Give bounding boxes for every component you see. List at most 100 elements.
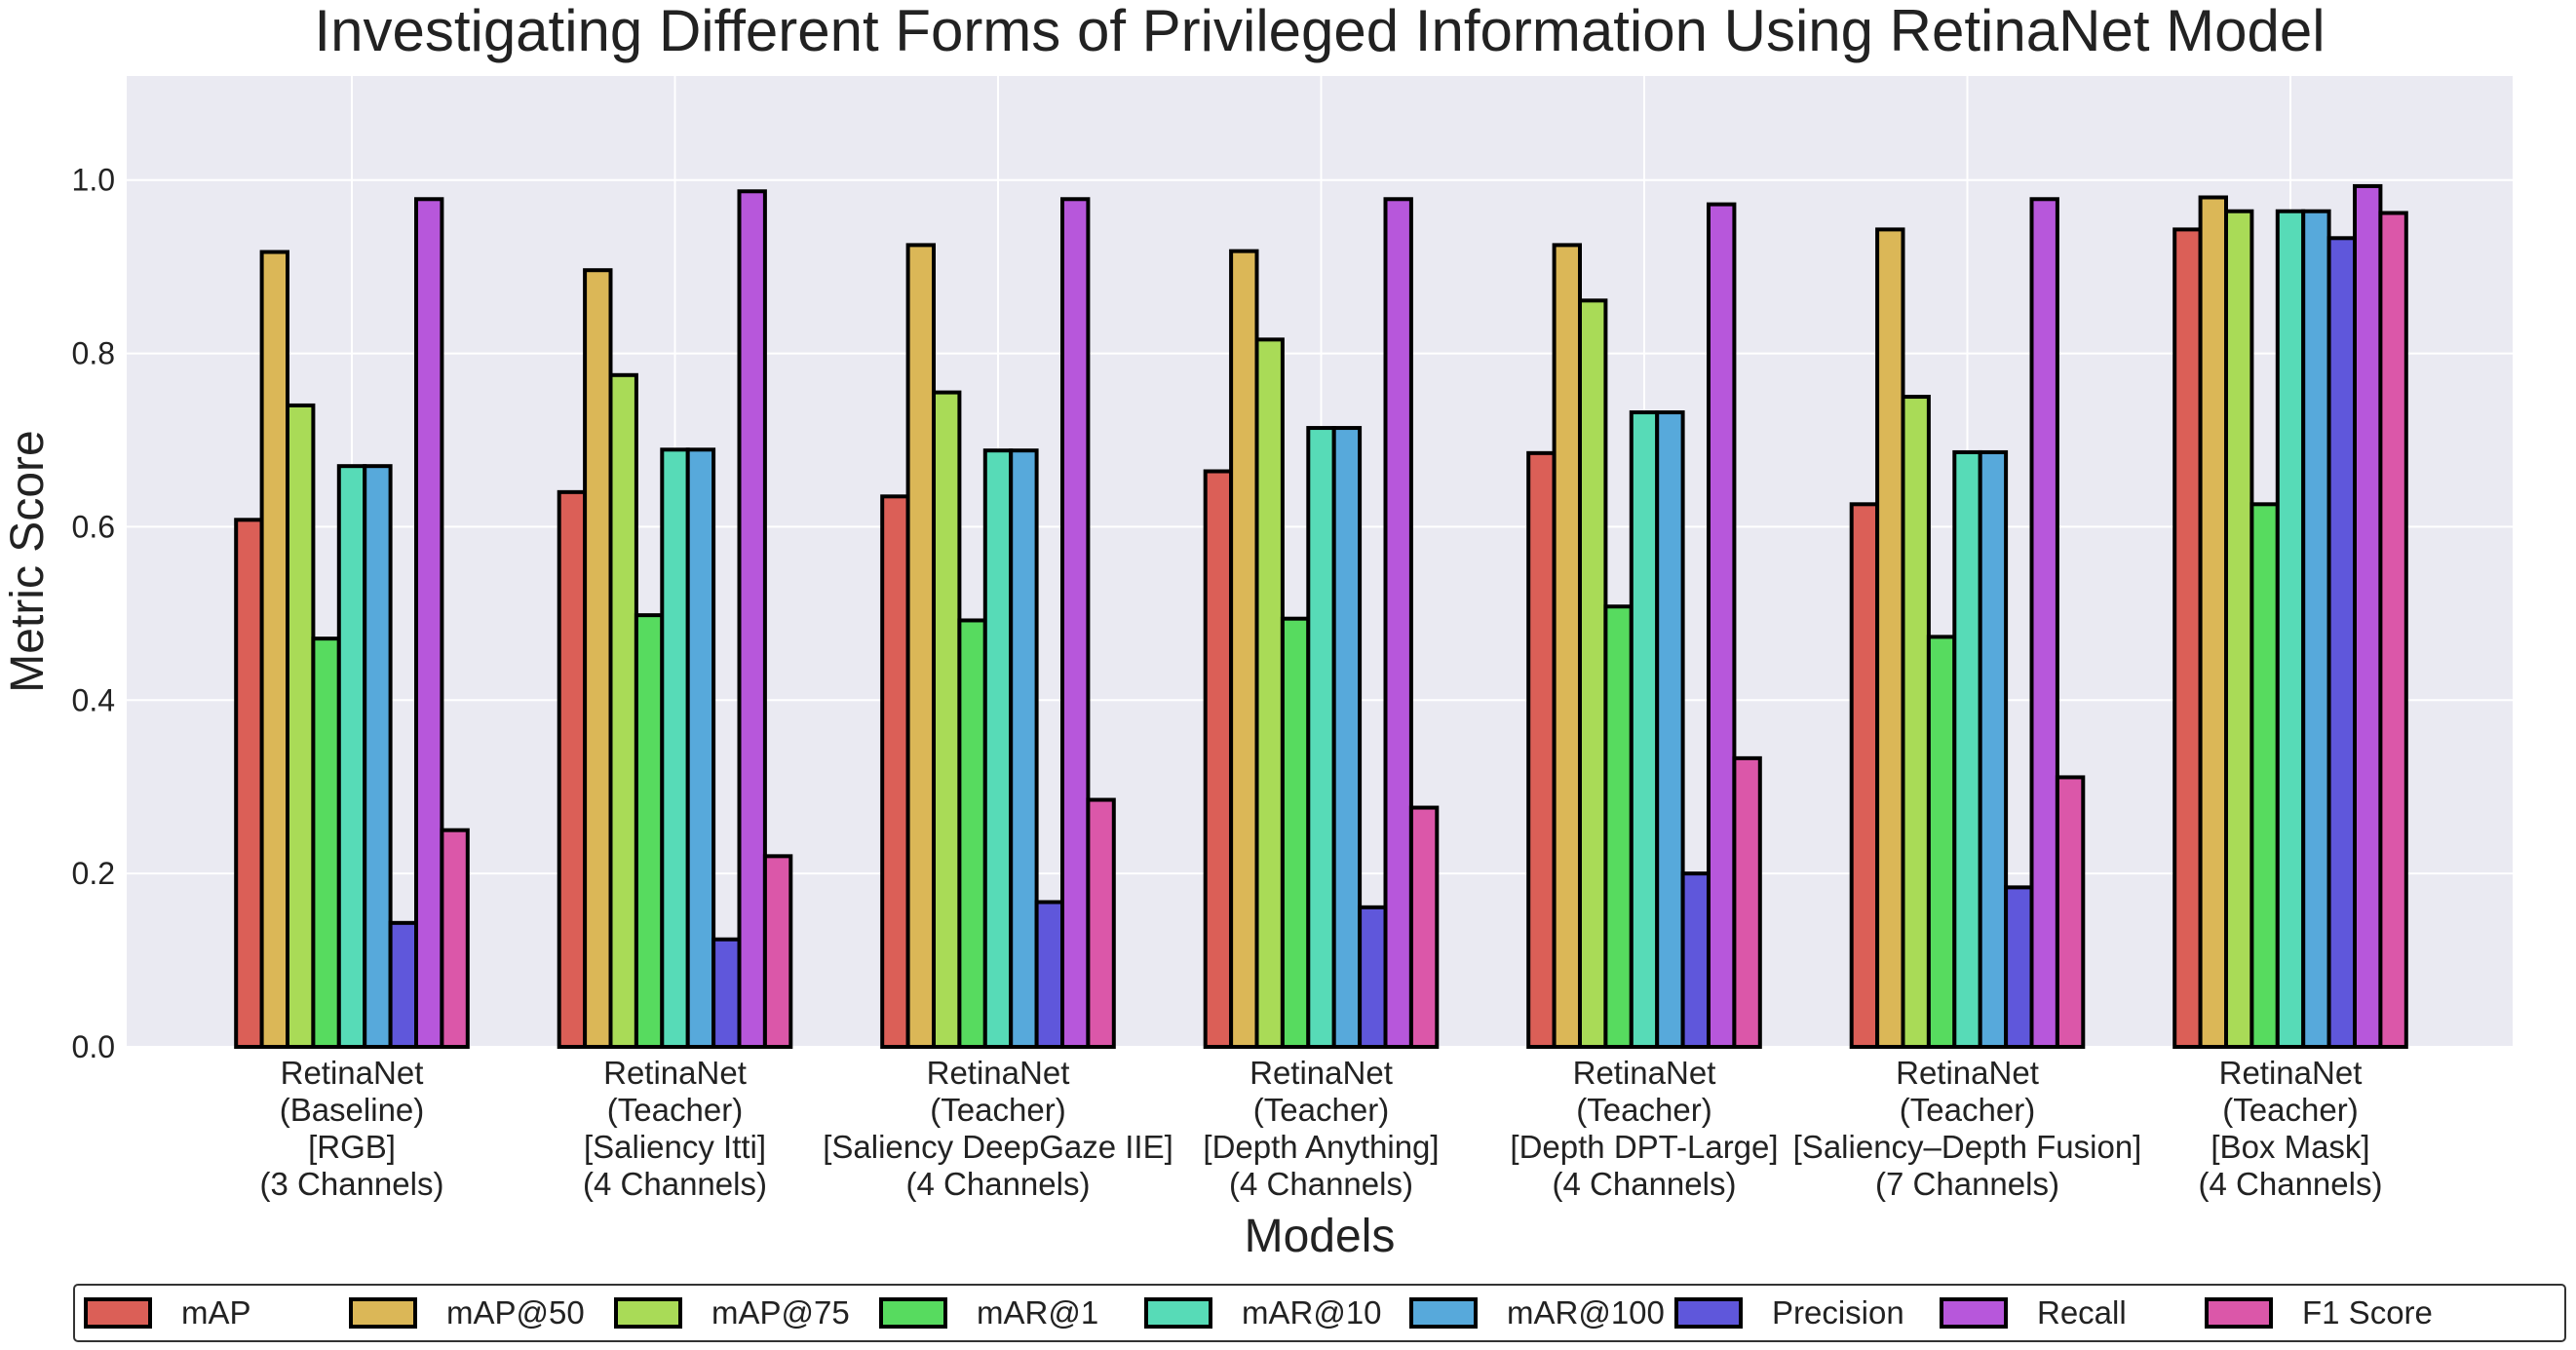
x-tick-label: RetinaNet	[1896, 1055, 2039, 1091]
x-axis-label: Models	[1245, 1211, 1396, 1262]
x-tick-label: (Teacher)	[1253, 1092, 1389, 1128]
y-tick-label: 0.4	[72, 682, 115, 717]
bar-mar-1	[1926, 635, 1957, 1049]
x-tick-label: (Teacher)	[930, 1092, 1065, 1128]
legend-swatch	[614, 1297, 682, 1329]
bar-precision	[1034, 900, 1064, 1049]
bar-map-75	[608, 372, 638, 1049]
x-tick-label: [Depth Anything]	[1203, 1129, 1439, 1165]
bar-recall	[414, 197, 444, 1049]
bar-mar-100	[685, 447, 716, 1049]
bar-map-50	[583, 268, 613, 1049]
bar-precision	[388, 920, 419, 1050]
bar-mar-1	[2249, 502, 2280, 1049]
bar-mar-10	[1306, 426, 1336, 1049]
x-tick-label: (4 Channels)	[1229, 1166, 1413, 1202]
bar-mar-100	[1978, 449, 2009, 1049]
bar-f1-score	[440, 828, 470, 1050]
legend-swatch	[2205, 1297, 2273, 1329]
bar-mar-1	[957, 618, 987, 1049]
x-tick-label: (Teacher)	[1576, 1092, 1711, 1128]
bar-mar-100	[2301, 209, 2331, 1049]
x-tick-label: RetinaNet	[2219, 1055, 2363, 1091]
y-axis-ticks: 0.0 0.2 0.4 0.6 0.8 1.0	[72, 163, 115, 1064]
bar-mar-100	[363, 464, 393, 1049]
legend-swatch	[1940, 1297, 2008, 1329]
bar-precision	[711, 937, 742, 1050]
x-tick-label: (3 Channels)	[260, 1166, 444, 1202]
legend-label: Precision	[1772, 1294, 1904, 1331]
bar-map-75	[1901, 395, 1931, 1049]
bar-f1-score	[2055, 775, 2086, 1049]
y-tick-label: 0.8	[72, 336, 115, 371]
bar-f1-score	[2378, 211, 2408, 1049]
x-tick-label: [Saliency DeepGaze IIE]	[823, 1129, 1173, 1165]
y-tick-label: 1.0	[72, 163, 115, 198]
legend-swatch	[84, 1297, 152, 1329]
bar-mar-100	[1655, 410, 1685, 1049]
bar-recall	[1707, 202, 1737, 1050]
bar-map-75	[2224, 209, 2254, 1049]
legend-label: F1 Score	[2302, 1294, 2433, 1331]
bar-mar-100	[1331, 426, 1363, 1049]
legend-label: mAP@50	[446, 1294, 585, 1331]
bar-precision	[2326, 236, 2358, 1049]
bar-map	[1849, 502, 1880, 1049]
bar-map-75	[932, 390, 962, 1049]
x-tick-label: (Teacher)	[607, 1092, 743, 1128]
bar-mar-1	[1280, 616, 1311, 1049]
bar-map-75	[1254, 337, 1285, 1050]
y-axis-label: Metric Score	[2, 430, 54, 692]
bar-map	[234, 518, 264, 1049]
x-tick-label: (4 Channels)	[583, 1166, 767, 1202]
bar-mar-10	[1629, 410, 1660, 1049]
bar-map-50	[1552, 243, 1582, 1050]
bar-f1-score	[762, 854, 793, 1049]
x-tick-label: RetinaNet	[281, 1055, 424, 1091]
bar-f1-score	[1086, 797, 1116, 1050]
legend-swatch	[1674, 1297, 1743, 1329]
bar-mar-10	[982, 448, 1014, 1049]
bars	[234, 183, 2408, 1050]
legend-swatch	[349, 1297, 417, 1329]
x-tick-label: (4 Channels)	[1553, 1166, 1737, 1202]
bar-mar-10	[2275, 209, 2306, 1049]
bar-mar-1	[311, 636, 341, 1049]
x-axis-ticks: RetinaNet(Baseline)[RGB](3 Channels)Reti…	[260, 1055, 2383, 1202]
x-tick-label: [Saliency–Depth Fusion]	[1793, 1129, 2142, 1165]
x-tick-label: (4 Channels)	[906, 1166, 1091, 1202]
legend: mAP mAP@50 mAP@75 mAR@1 mAR@10 mAR@100 Precisi…	[73, 1284, 2566, 1342]
bar-map	[2172, 227, 2203, 1049]
bar-map	[880, 494, 910, 1049]
x-tick-label: RetinaNet	[1250, 1055, 1393, 1091]
y-tick-label: 0.0	[72, 1029, 115, 1064]
bar-precision	[1358, 905, 1388, 1050]
x-tick-label: (7 Channels)	[1875, 1166, 2059, 1202]
legend-label: mAR@1	[977, 1294, 1098, 1331]
bar-map-50	[1229, 249, 1259, 1049]
x-tick-label: RetinaNet	[1573, 1055, 1716, 1091]
y-tick-label: 0.6	[72, 509, 115, 544]
bar-map	[1203, 469, 1234, 1049]
chart-title: Investigating Different Forms of Privile…	[314, 0, 2325, 63]
legend-label: mAR@100	[1507, 1294, 1665, 1331]
x-tick-label: [Saliency Itti]	[584, 1129, 766, 1165]
bar-mar-10	[660, 447, 690, 1049]
legend-items: mAP mAP@50 mAP@75 mAR@1 mAR@10 mAR@100 Precisi…	[84, 1294, 2433, 1331]
x-tick-label: RetinaNet	[927, 1055, 1070, 1091]
bar-map-50	[1875, 227, 1905, 1049]
bar-recall	[1060, 197, 1091, 1049]
bar-recall	[2029, 197, 2059, 1049]
bar-mar-1	[634, 613, 665, 1050]
legend-label: Recall	[2037, 1294, 2127, 1331]
x-tick-label: RetinaNet	[603, 1055, 747, 1091]
bar-mar-1	[1603, 604, 1634, 1049]
x-tick-label: [RGB]	[308, 1129, 396, 1165]
x-tick-label: (4 Channels)	[2199, 1166, 2383, 1202]
bar-recall	[737, 189, 767, 1049]
x-tick-label: (Teacher)	[1900, 1092, 2035, 1128]
legend-label: mAR@10	[1242, 1294, 1382, 1331]
bar-recall	[1383, 197, 1413, 1049]
bar-map-50	[259, 250, 290, 1049]
